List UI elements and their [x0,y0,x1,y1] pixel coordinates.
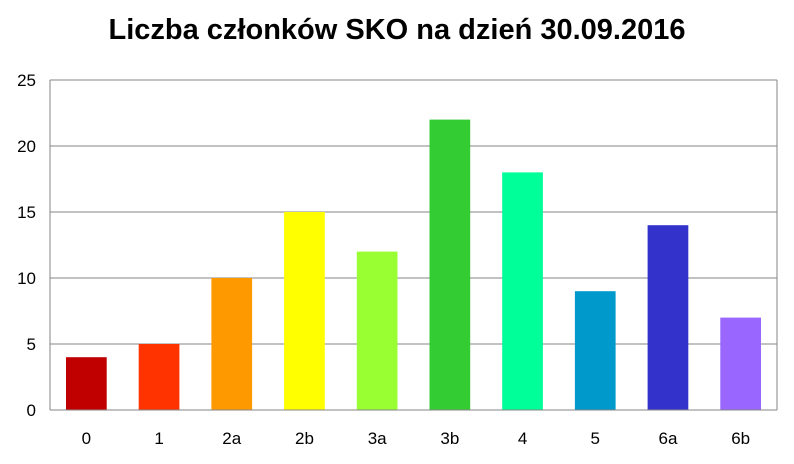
x-tick-label: 0 [82,429,91,448]
x-tick-label: 6a [658,429,677,448]
x-tick-label: 1 [154,429,163,448]
y-tick-label: 15 [17,203,36,222]
chart-title: Liczba członków SKO na dzień 30.09.2016 [108,14,686,46]
bar [647,225,689,410]
y-tick-label: 5 [27,335,36,354]
y-tick-label: 20 [17,137,36,156]
bar [138,344,180,410]
bar [211,278,253,410]
bar [429,119,471,410]
bar [502,172,543,410]
x-tick-label: 2b [295,429,314,448]
x-tick-label: 3a [368,429,387,448]
x-tick-label: 2a [222,429,241,448]
bar [65,357,107,410]
x-tick-label: 5 [591,429,600,448]
bar [284,212,325,410]
bar [720,317,762,410]
x-tick-label: 4 [518,429,527,448]
bar [356,251,398,410]
y-tick-label: 10 [17,269,36,288]
y-tick-label: 0 [27,401,36,420]
x-tick-label: 6b [731,429,750,448]
x-tick-label: 3b [440,429,459,448]
y-tick-label: 25 [17,71,36,90]
bar [574,291,616,410]
